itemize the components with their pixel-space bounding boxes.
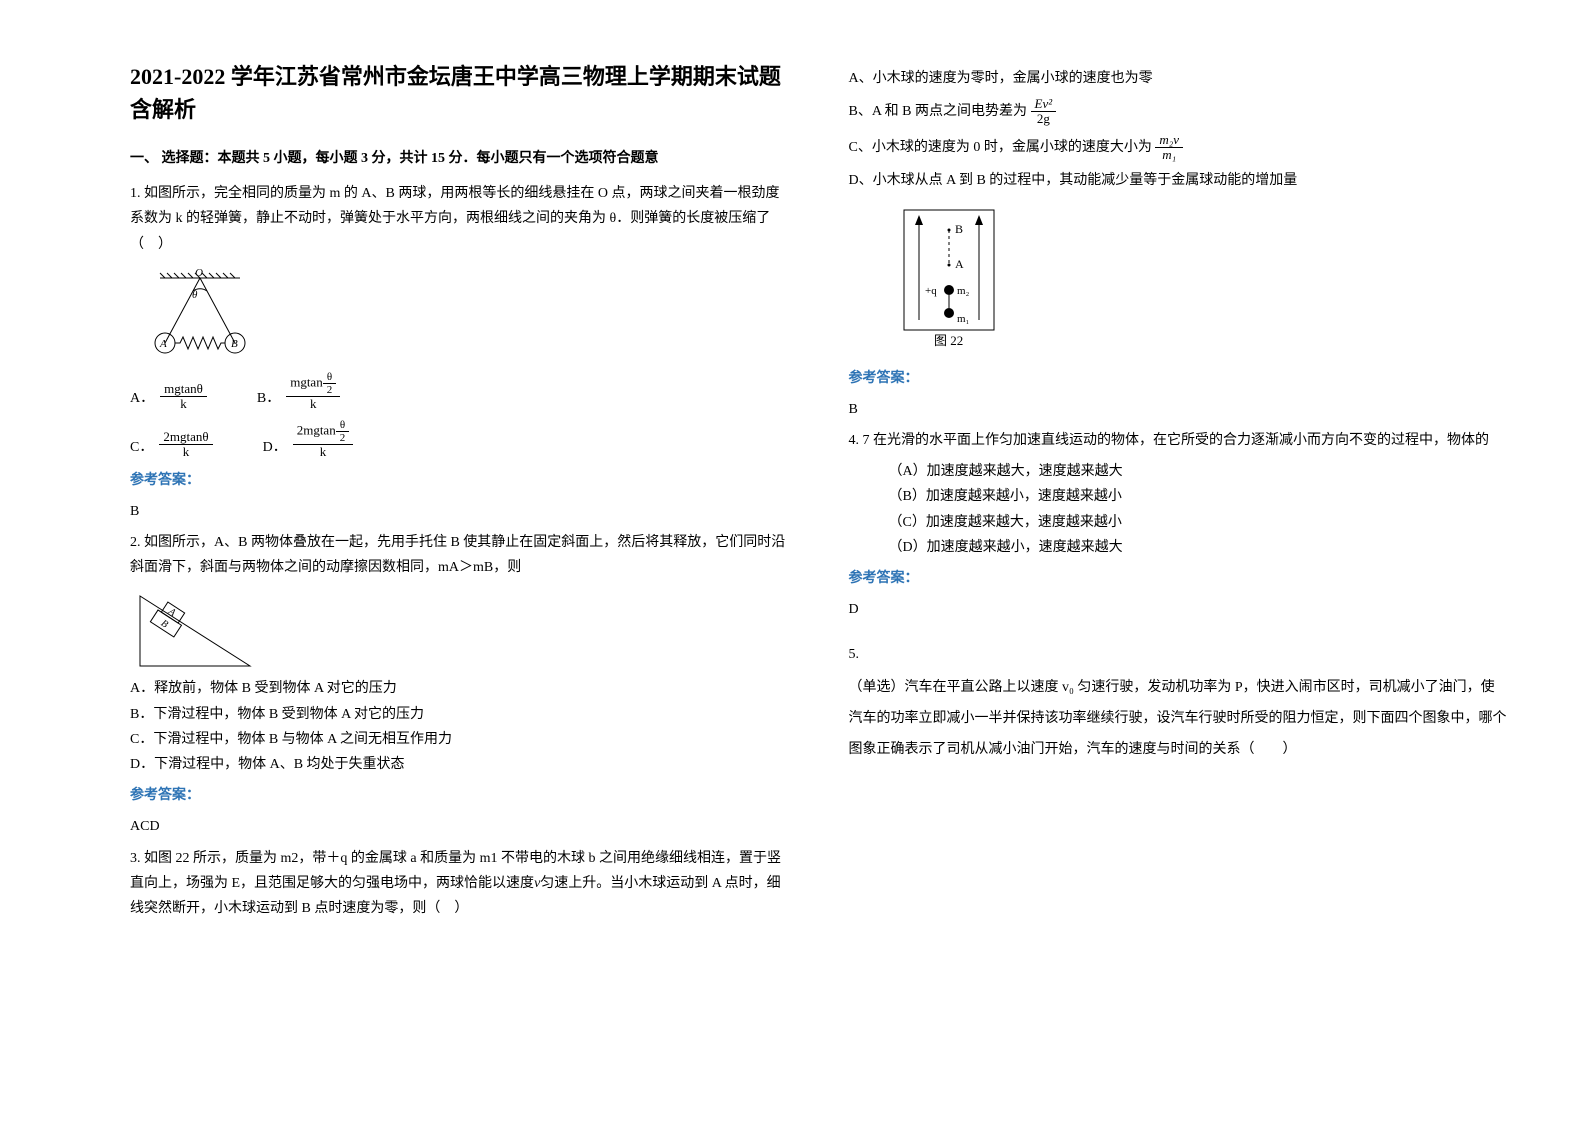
svg-text:A: A [955,257,964,271]
exam-title: 2021-2022 学年江苏省常州市金坛唐王中学高三物理上学期期末试题含解析 [130,60,789,126]
q3-opt-A: A、小木球的速度为零时，金属小球的速度也为零 [849,66,1508,91]
svg-text:图 22: 图 22 [934,333,963,348]
q4-opt-C: （C）加速度越来越大，速度越来越小 [849,510,1508,535]
q4-opt-D: （D）加速度越来越小，速度越来越大 [849,535,1508,560]
q1-figure: O θ A B [130,263,270,363]
q3-optB-frac: Ev² 2g [1031,97,1057,127]
q1-answer-label: 参考答案： [130,468,789,493]
svg-text:A: A [159,338,167,350]
q5-stem: （单选）汽车在平直公路上以速度 v₀ 匀速行驶，发动机功率为 P，快进入闹市区时… [849,673,1508,765]
q1-opt-A-frac: mgtanθ k [160,382,207,412]
q1-opt-A-label: A． [130,386,154,411]
q2-opt-A: A．释放前，物体 B 受到物体 A 对它的压力 [130,676,789,701]
q1-options-row1: A． mgtanθ k B． mgtanθ2 k [130,371,789,411]
q3-stem: 3. 如图 22 所示，质量为 m2，带＋q 的金属球 a 和质量为 m1 不带… [130,846,789,922]
q1-options-row2: C． 2mgtanθ k D． 2mgtanθ2 k [130,419,789,459]
q1-stem: 1. 如图所示，完全相同的质量为 m 的 A、B 两球，用两根等长的细线悬挂在 … [130,181,789,257]
svg-text:B: B [955,222,963,236]
q2-answer-label: 参考答案： [130,783,789,808]
right-column: A、小木球的速度为零时，金属小球的速度也为零 B、A 和 B 两点之间电势差为 … [819,60,1538,1082]
q1-opt-D-label: D． [263,435,287,460]
q1-opt-C-frac: 2mgtanθ k [159,430,212,460]
q2-figure: B A [130,586,270,676]
q2-answer: ACD [130,814,789,839]
svg-text:A: A [166,606,179,620]
left-column: 2021-2022 学年江苏省常州市金坛唐王中学高三物理上学期期末试题含解析 一… [100,60,819,1082]
section-1-heading: 一、 选择题：本题共 5 小题，每小题 3 分，共计 15 分．每小题只有一个选… [130,146,789,171]
q1-opt-B-label: B． [257,386,280,411]
q1-answer: B [130,499,789,524]
q2-opt-D: D．下滑过程中，物体 A、B 均处于失重状态 [130,752,789,777]
q4-answer: D [849,597,1508,622]
q3-answer: B [849,397,1508,422]
q4-answer-label: 参考答案： [849,566,1508,591]
q2-opt-B: B．下滑过程中，物体 B 受到物体 A 对它的压力 [130,702,789,727]
q2-opt-C: C．下滑过程中，物体 B 与物体 A 之间无相互作用力 [130,727,789,752]
svg-text:B: B [231,338,238,350]
q3-opt-D: D、小木球从点 A 到 B 的过程中，其动能减少量等于金属球动能的增加量 [849,168,1508,193]
q3-answer-label: 参考答案： [849,366,1508,391]
q2-stem: 2. 如图所示，A、B 两物体叠放在一起，先用手托住 B 使其静止在固定斜面上，… [130,530,789,580]
q3-opt-B: B、A 和 B 两点之间电势差为 Ev² 2g [849,97,1508,127]
q1-opt-B-frac: mgtanθ2 k [286,371,340,411]
svg-text:O: O [195,267,203,279]
q4-opt-B: （B）加速度越来越小，速度越来越小 [849,484,1508,509]
q1-opt-C-label: C． [130,435,153,460]
q4-opt-A: （A）加速度越来越大，速度越来越大 [849,459,1508,484]
q4-stem: 4. 7 在光滑的水平面上作匀加速直线运动的物体，在它所受的合力逐渐减小而方向不… [849,428,1508,453]
q5-num: 5. [849,642,1508,667]
svg-text:m₁: m₁ [957,313,970,325]
q3-figure: B A +q m₂ m₁ 图 22 [849,200,1049,360]
q1-opt-D-frac: 2mgtanθ2 k [293,419,354,459]
q3-optC-frac: m₂v m₁ [1155,133,1183,163]
q3-opt-C: C、小木球的速度为 0 时，金属小球的速度大小为 m₂v m₁ [849,133,1508,163]
svg-text:m₂: m₂ [957,285,970,297]
svg-text:+q: +q [925,285,937,297]
